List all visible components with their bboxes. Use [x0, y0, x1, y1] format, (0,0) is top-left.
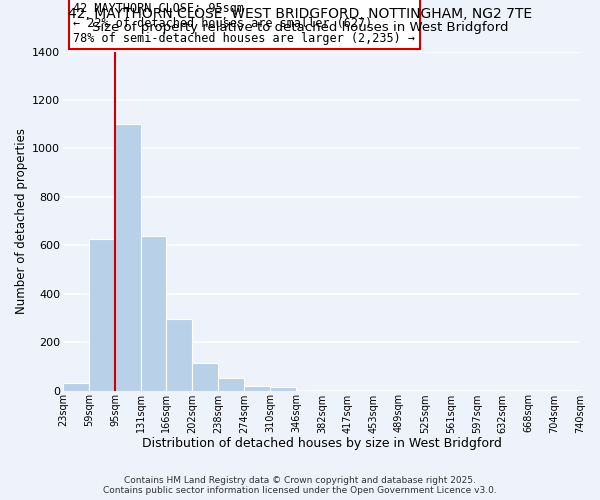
Text: 42, MAYTHORN CLOSE, WEST BRIDGFORD, NOTTINGHAM, NG2 7TE: 42, MAYTHORN CLOSE, WEST BRIDGFORD, NOTT… [68, 8, 532, 22]
Bar [218, 378, 244, 390]
Bar [244, 386, 270, 390]
Bar [141, 236, 166, 390]
Bar [270, 387, 296, 390]
Bar [166, 319, 192, 390]
Bar [192, 362, 218, 390]
Text: 42 MAYTHORN CLOSE: 95sqm
← 22% of detached houses are smaller (627)
78% of semi-: 42 MAYTHORN CLOSE: 95sqm ← 22% of detach… [73, 2, 415, 44]
X-axis label: Distribution of detached houses by size in West Bridgford: Distribution of detached houses by size … [142, 437, 502, 450]
Bar [115, 124, 141, 390]
Bar [63, 384, 89, 390]
Text: Size of property relative to detached houses in West Bridgford: Size of property relative to detached ho… [92, 21, 508, 34]
Text: Contains HM Land Registry data © Crown copyright and database right 2025.
Contai: Contains HM Land Registry data © Crown c… [103, 476, 497, 495]
Y-axis label: Number of detached properties: Number of detached properties [15, 128, 28, 314]
Bar [89, 238, 115, 390]
